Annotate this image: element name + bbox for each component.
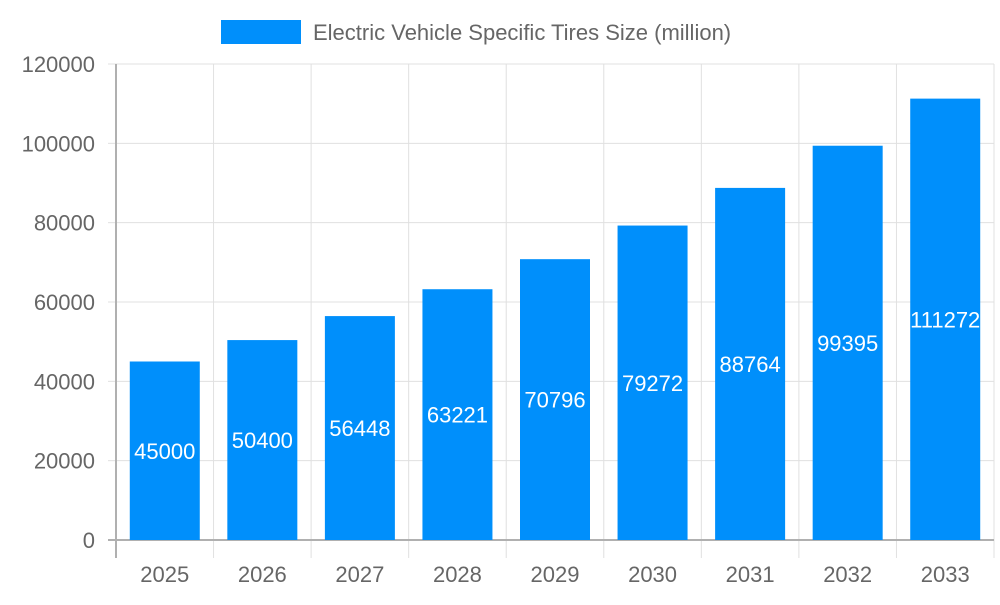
bar	[324, 316, 395, 540]
data-label: 56448	[329, 416, 390, 441]
data-labels: 45000 50400 56448 63221 70796 79272 88764 99395…	[134, 307, 980, 463]
bar	[520, 259, 590, 540]
y-tick-label: 60000	[34, 290, 95, 315]
x-tick-label: 2027	[335, 562, 384, 587]
bar	[617, 225, 688, 541]
grid	[116, 63, 995, 558]
y-tick-label: 20000	[34, 449, 95, 474]
bar	[422, 289, 493, 540]
x-axis: 2025 2026 2027 2028 2029 2030 2031 2032 2033	[108, 539, 994, 587]
x-tick-label: 2033	[921, 562, 970, 587]
x-tick-label: 2026	[238, 562, 287, 587]
y-tick-label: 40000	[34, 369, 95, 394]
y-tick-label: 0	[83, 528, 95, 553]
legend-label: Electric Vehicle Specific Tires Size (mi…	[313, 20, 731, 45]
legend-swatch	[221, 20, 301, 44]
bar	[715, 187, 786, 540]
legend[interactable]: Electric Vehicle Specific Tires Size (mi…	[221, 20, 731, 45]
x-tick-label: 2028	[433, 562, 482, 587]
data-label: 111272	[910, 307, 980, 332]
x-tick-label: 2032	[823, 562, 872, 587]
data-label: 45000	[134, 439, 195, 464]
bar	[812, 145, 883, 541]
x-tick-label: 2030	[628, 562, 677, 587]
y-tick-label: 120000	[22, 52, 95, 77]
y-tick-label: 80000	[34, 211, 95, 236]
x-tick-label: 2029	[531, 562, 580, 587]
bar	[227, 340, 298, 540]
bar	[129, 361, 200, 540]
data-label: 63221	[427, 403, 488, 428]
data-label: 70796	[524, 388, 585, 413]
data-label: 99395	[817, 331, 878, 356]
y-axis: 0 20000 40000 60000 80000 100000 120000	[22, 52, 117, 558]
data-label: 79272	[622, 371, 683, 396]
data-label: 50400	[232, 428, 293, 453]
x-tick-label: 2025	[140, 562, 189, 587]
bars	[129, 98, 981, 541]
x-tick-label: 2031	[726, 562, 775, 587]
data-label: 88764	[720, 352, 781, 377]
bar	[910, 98, 981, 540]
y-tick-label: 100000	[22, 131, 95, 156]
